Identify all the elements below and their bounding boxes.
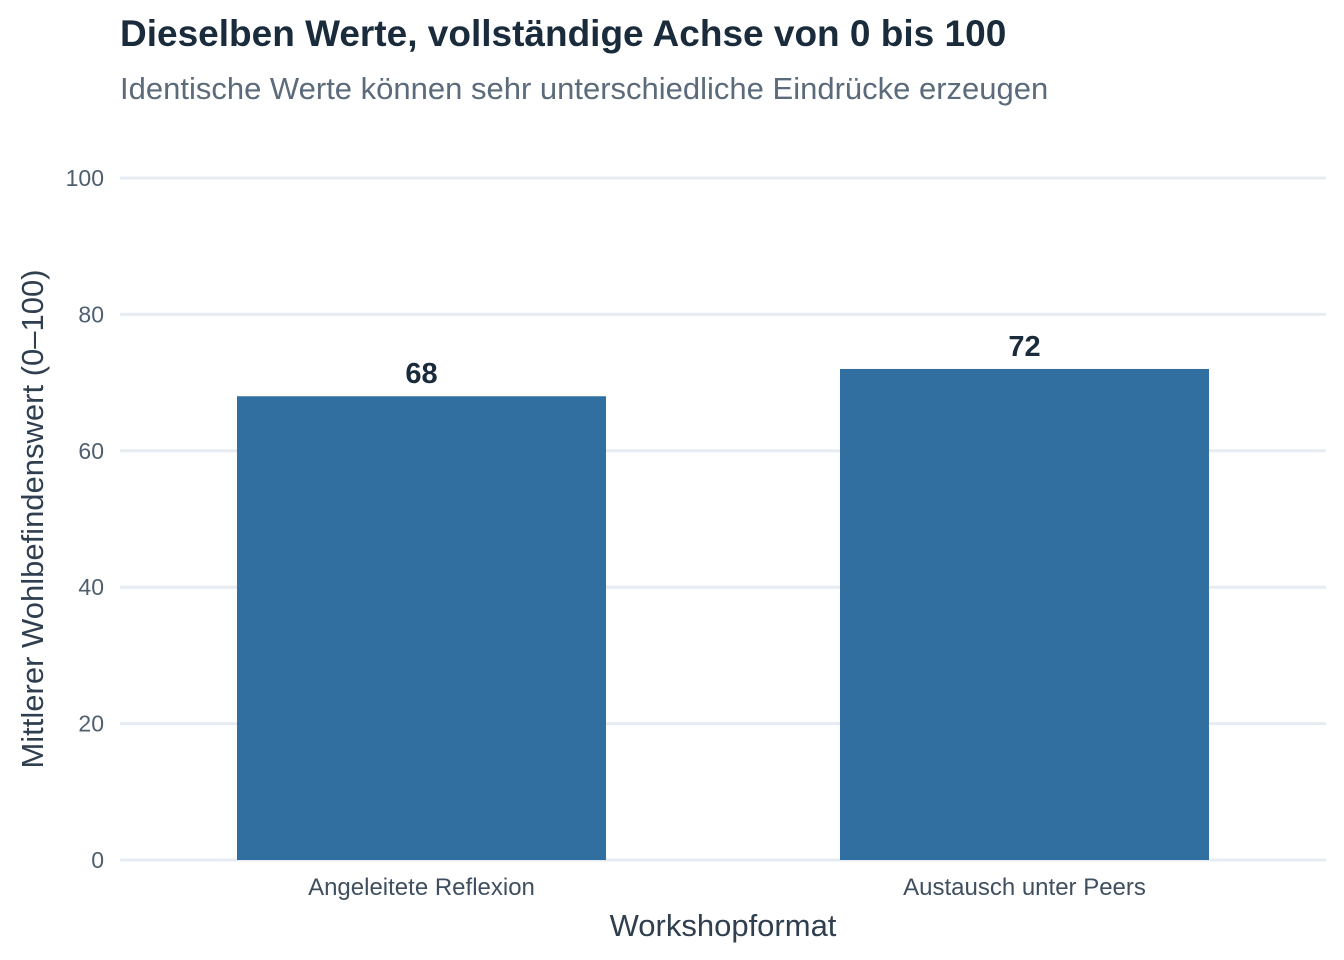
bars: 68 72 xyxy=(236,331,1210,860)
x-axis-ticks: Angeleitete Reflexion Austausch unter Pee… xyxy=(308,874,1146,901)
chart-title: Dieselben Werte, vollständige Achse von … xyxy=(120,13,1006,54)
x-axis-label: Workshopformat xyxy=(610,908,837,943)
y-tick-label: 100 xyxy=(66,165,104,191)
y-axis-ticks: 0 20 40 60 80 100 xyxy=(66,165,104,873)
y-tick-label: 20 xyxy=(78,711,104,737)
y-tick-label: 40 xyxy=(78,574,104,600)
bar-value-label: 72 xyxy=(1008,331,1040,363)
y-tick-label: 0 xyxy=(91,847,104,873)
chart-subtitle: Identische Werte können sehr unterschied… xyxy=(120,71,1048,106)
bar xyxy=(236,396,607,860)
y-tick-label: 60 xyxy=(78,438,104,464)
y-tick-label: 80 xyxy=(78,301,104,327)
bar-value-label: 68 xyxy=(405,358,437,390)
y-axis-label: Mittlerer Wohlbefindenswert (0–100) xyxy=(15,269,50,768)
x-tick-label: Angeleitete Reflexion xyxy=(308,874,535,901)
bar xyxy=(839,368,1210,860)
x-tick-label: Austausch unter Peers xyxy=(903,874,1146,901)
